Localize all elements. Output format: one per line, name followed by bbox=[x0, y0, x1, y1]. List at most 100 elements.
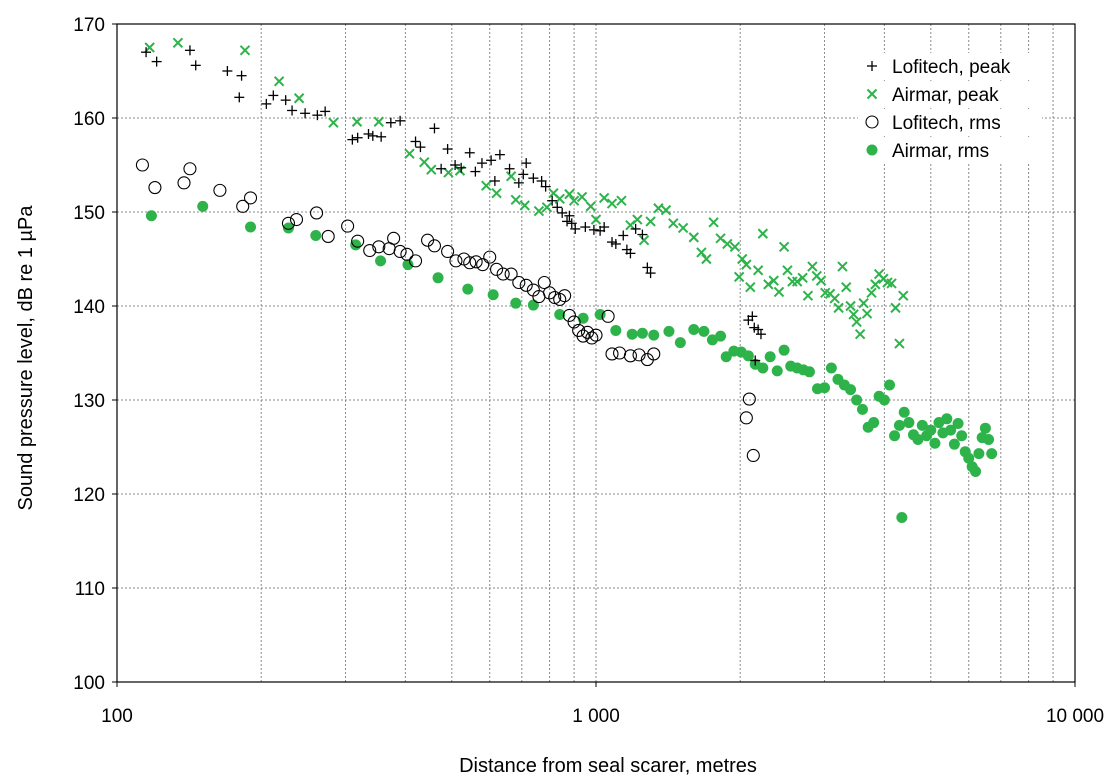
data-point bbox=[312, 110, 323, 121]
data-point bbox=[558, 289, 572, 303]
data-point bbox=[773, 286, 785, 298]
data-point bbox=[562, 308, 576, 322]
legend-bg bbox=[858, 53, 1042, 79]
data-point bbox=[282, 222, 294, 234]
series-airmar-peak bbox=[144, 37, 909, 349]
data-point bbox=[429, 123, 440, 134]
data-point bbox=[925, 424, 937, 436]
data-point bbox=[701, 253, 712, 265]
data-point bbox=[642, 262, 653, 273]
data-point bbox=[747, 311, 758, 322]
data-point bbox=[289, 212, 304, 227]
data-point bbox=[486, 155, 497, 166]
data-point bbox=[151, 56, 162, 67]
data-point bbox=[637, 229, 648, 240]
data-point bbox=[653, 203, 664, 214]
data-point bbox=[148, 181, 162, 195]
data-point bbox=[613, 346, 627, 360]
data-point bbox=[404, 148, 415, 159]
data-point bbox=[245, 221, 257, 233]
data-point bbox=[504, 163, 515, 174]
data-point bbox=[878, 394, 890, 406]
data-point bbox=[427, 239, 442, 253]
y-tick-label: 100 bbox=[73, 673, 105, 694]
data-point bbox=[512, 275, 526, 290]
data-point bbox=[568, 195, 580, 206]
data-point bbox=[771, 365, 783, 377]
data-point bbox=[986, 448, 998, 460]
data-point bbox=[494, 149, 505, 160]
data-point bbox=[363, 243, 377, 258]
data-point bbox=[510, 194, 521, 205]
data-point bbox=[623, 349, 637, 363]
data-point bbox=[347, 134, 358, 145]
data-point bbox=[557, 207, 568, 218]
data-point bbox=[833, 302, 844, 314]
y-axis-title: Sound pressure level, dB re 1 µPa bbox=[15, 205, 37, 511]
data-point bbox=[825, 362, 837, 374]
data-point bbox=[190, 60, 201, 71]
data-point bbox=[543, 286, 557, 300]
data-point bbox=[436, 163, 447, 174]
data-point bbox=[851, 316, 862, 328]
data-point bbox=[848, 309, 859, 320]
legend-bg bbox=[858, 137, 1042, 163]
y-tick-label: 160 bbox=[73, 109, 105, 130]
data-point bbox=[141, 47, 152, 58]
data-point bbox=[463, 256, 477, 270]
data-point bbox=[496, 267, 510, 281]
data-point bbox=[945, 424, 957, 436]
data-point bbox=[236, 70, 247, 81]
data-point bbox=[580, 222, 591, 233]
data-point bbox=[778, 344, 790, 356]
y-tick-label: 140 bbox=[73, 297, 105, 318]
data-point bbox=[625, 248, 636, 259]
series-airmar-rms bbox=[145, 200, 998, 523]
data-point bbox=[745, 281, 756, 293]
data-points bbox=[135, 37, 998, 523]
data-point bbox=[715, 330, 727, 342]
legend-bg bbox=[858, 81, 1042, 107]
data-point bbox=[815, 275, 827, 286]
x-tick-label: 100 bbox=[101, 706, 133, 727]
data-point bbox=[941, 413, 953, 425]
data-point bbox=[866, 287, 877, 299]
data-point bbox=[688, 324, 700, 335]
data-point bbox=[674, 337, 686, 349]
data-point bbox=[400, 247, 414, 261]
data-point bbox=[698, 325, 710, 337]
data-point bbox=[375, 255, 387, 267]
data-point bbox=[510, 297, 522, 309]
data-point bbox=[533, 205, 545, 217]
data-point bbox=[441, 244, 455, 259]
legend-marker bbox=[867, 61, 877, 71]
data-point bbox=[352, 132, 363, 143]
data-point bbox=[537, 275, 551, 290]
data-point bbox=[708, 217, 719, 228]
data-point bbox=[618, 230, 629, 241]
data-point bbox=[487, 289, 499, 301]
data-point bbox=[886, 278, 897, 289]
data-point bbox=[630, 223, 641, 234]
data-point bbox=[829, 293, 840, 304]
data-point bbox=[742, 392, 756, 406]
data-point bbox=[739, 411, 753, 425]
data-point bbox=[450, 160, 461, 170]
data-point bbox=[845, 300, 856, 312]
data-point bbox=[645, 268, 656, 279]
data-point bbox=[590, 214, 602, 225]
data-point bbox=[755, 329, 766, 340]
data-point bbox=[845, 384, 857, 396]
data-point bbox=[856, 403, 868, 415]
data-point bbox=[310, 230, 322, 241]
data-point bbox=[483, 250, 497, 264]
data-point bbox=[395, 115, 406, 126]
legend-label: Airmar, rms bbox=[892, 141, 989, 162]
data-point bbox=[688, 232, 699, 243]
data-point bbox=[787, 276, 798, 287]
data-point bbox=[373, 116, 385, 127]
data-point bbox=[135, 158, 149, 172]
data-point bbox=[948, 438, 960, 450]
data-point bbox=[896, 512, 908, 523]
